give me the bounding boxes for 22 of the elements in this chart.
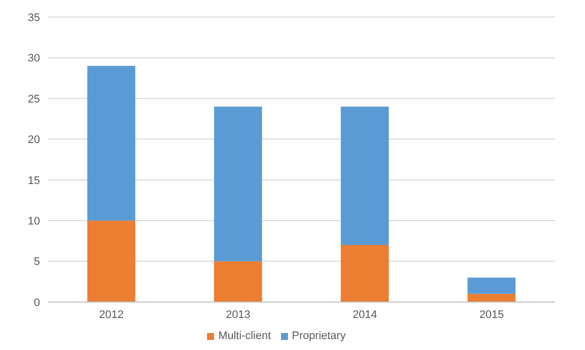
y-tick-label: 30 xyxy=(28,52,40,65)
y-tick-label: 25 xyxy=(28,93,40,106)
y-tick-label: 35 xyxy=(28,12,40,24)
legend-label: Proprietary xyxy=(292,330,346,342)
x-tick-label: 2012 xyxy=(99,308,124,321)
x-tick-label: 2014 xyxy=(352,308,378,321)
y-tick-label: 20 xyxy=(28,134,40,146)
y-tick-label: 15 xyxy=(28,174,40,187)
bar xyxy=(340,245,389,302)
bar xyxy=(87,66,136,221)
y-tick-label: 0 xyxy=(34,296,40,309)
x-tick-label: 2015 xyxy=(479,308,504,321)
bar xyxy=(214,261,262,302)
legend-label: Multi-client xyxy=(218,330,271,342)
bar xyxy=(340,106,389,245)
y-tick-label: 10 xyxy=(28,215,40,228)
bar xyxy=(468,294,516,302)
bar xyxy=(214,106,262,262)
bar xyxy=(87,220,136,302)
y-tick-label: 5 xyxy=(34,256,40,268)
x-tick-label: 2013 xyxy=(226,308,250,321)
bar xyxy=(468,278,516,294)
